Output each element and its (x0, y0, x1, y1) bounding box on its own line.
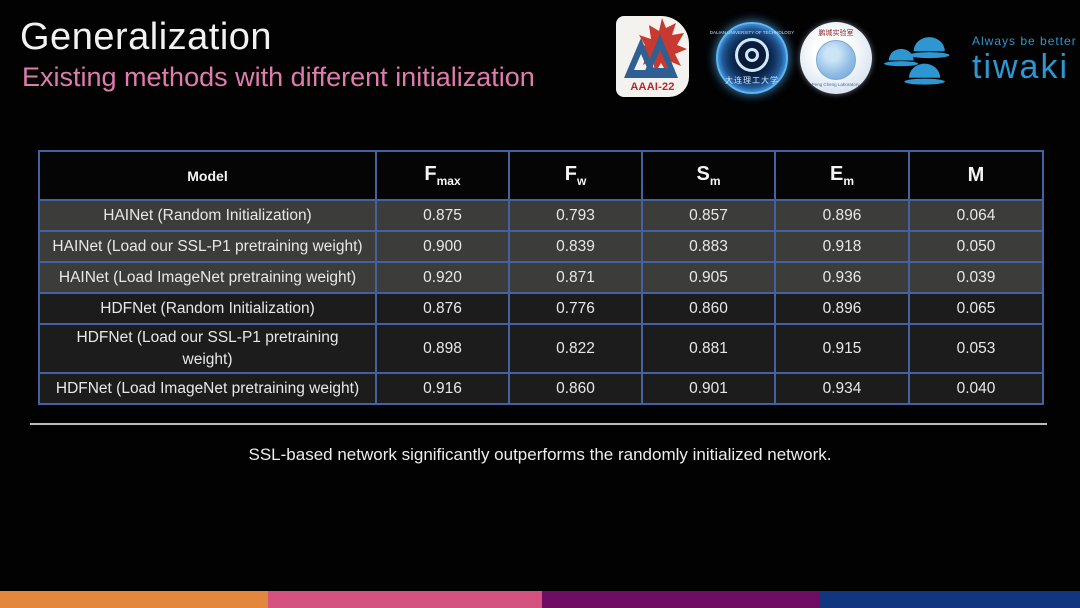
table-body: HAINet (Random Initialization) 0.875 0.793… (38, 199, 1044, 406)
table-row: HDFNet (Load our SSL-P1 pretraining weig… (38, 322, 1044, 375)
dut-english-label: DALIAN UNIVERSITY OF TECHNOLOGY (709, 30, 795, 36)
cloche-top-icon (908, 37, 950, 59)
model-cell: HAINet (Load ImageNet pretraining weight… (38, 261, 377, 294)
value-cell: 0.900 (375, 230, 510, 263)
table-row: HDFNet (Random Initialization) 0.876 0.776… (38, 292, 1044, 325)
value-cell: 0.822 (508, 322, 643, 375)
tiwaki-brand: tiwaki (972, 48, 1070, 86)
value-cell: 0.934 (774, 372, 910, 406)
column-header-fmax: Fmax (375, 150, 510, 201)
value-cell: 0.871 (508, 261, 643, 294)
value-cell: 0.881 (641, 322, 776, 375)
model-cell: HDFNet (Load ImageNet pretraining weight… (38, 372, 377, 406)
model-cell: HAINet (Random Initialization) (38, 199, 377, 232)
footer-bar-purple (542, 591, 819, 608)
model-cell: HDFNet (Load our SSL-P1 pretraining weig… (38, 322, 377, 375)
footer-bar-navy (818, 591, 1080, 608)
value-cell: 0.039 (908, 261, 1044, 294)
pengcheng-lab-logo: 鹏城实验室 Peng Cheng Laboratory (800, 22, 872, 94)
model-cell: HDFNet (Random Initialization) (38, 292, 377, 325)
pcl-chinese-label: 鹏城实验室 (818, 30, 854, 37)
value-cell: 0.915 (774, 322, 910, 375)
tiwaki-logo: Always be better tiwaki (884, 26, 1080, 92)
table-head-row: Model Fmax Fw Sm Em M (38, 150, 1044, 201)
value-cell: 0.857 (641, 199, 776, 232)
table-row: HAINet (Load our SSL-P1 pretraining weig… (38, 230, 1044, 263)
value-cell: 0.793 (508, 199, 643, 232)
value-cell: 0.860 (508, 372, 643, 406)
footer-bar-orange (0, 591, 268, 608)
aaai-a-right-icon (642, 34, 678, 78)
tiwaki-tagline: Always be better (972, 34, 1077, 48)
table-row: HAINet (Load ImageNet pretraining weight… (38, 261, 1044, 294)
page-subtitle: Existing methods with different initiali… (22, 62, 535, 92)
column-header-em: Em (774, 150, 910, 201)
value-cell: 0.064 (908, 199, 1044, 232)
pcl-globe-icon (816, 40, 856, 80)
value-cell: 0.918 (774, 230, 910, 263)
value-cell: 0.053 (908, 322, 1044, 375)
cloche-back-icon (884, 48, 919, 67)
page-title: Generalization (20, 16, 273, 58)
value-cell: 0.883 (641, 230, 776, 263)
value-cell: 0.896 (774, 199, 910, 232)
value-cell: 0.876 (375, 292, 510, 325)
value-cell: 0.776 (508, 292, 643, 325)
value-cell: 0.050 (908, 230, 1044, 263)
value-cell: 0.920 (375, 261, 510, 294)
value-cell: 0.936 (774, 261, 910, 294)
value-cell: 0.905 (641, 261, 776, 294)
pcl-english-label: Peng Cheng Laboratory (812, 82, 860, 88)
value-cell: 0.040 (908, 372, 1044, 406)
column-header-fw: Fw (508, 150, 643, 201)
value-cell: 0.839 (508, 230, 643, 263)
value-cell: 0.916 (375, 372, 510, 406)
value-cell: 0.875 (375, 199, 510, 232)
column-header-m: M (908, 150, 1044, 201)
value-cell: 0.896 (774, 292, 910, 325)
column-header-sm: Sm (641, 150, 776, 201)
dalian-university-logo: DALIAN UNIVERSITY OF TECHNOLOGY 大连理工大学 (710, 22, 794, 94)
value-cell: 0.901 (641, 372, 776, 406)
dut-ring-icon (735, 38, 769, 72)
conclusion-caption: SSL-based network significantly outperfo… (248, 445, 832, 464)
divider-line (30, 423, 1047, 425)
footer-bar-pink (267, 591, 543, 608)
model-cell: HAINet (Load our SSL-P1 pretraining weig… (38, 230, 377, 263)
table-row: HAINet (Random Initialization) 0.875 0.793… (38, 199, 1044, 232)
footer-bars (0, 591, 1080, 608)
aaai-22-logo: AAAI-22 (616, 16, 689, 97)
value-cell: 0.065 (908, 292, 1044, 325)
value-cell: 0.860 (641, 292, 776, 325)
value-cell: 0.898 (375, 322, 510, 375)
results-table: Model Fmax Fw Sm Em M HAINet (Random Initiali… (38, 150, 1044, 406)
cloche-bottom-icon (904, 63, 945, 85)
tiwaki-cloche-icons (884, 37, 950, 85)
dut-chinese-label: 大连理工大学 (725, 76, 779, 85)
table-row: HDFNet (Load ImageNet pretraining weight… (38, 372, 1044, 406)
column-header-model: Model (38, 150, 377, 201)
aaai-label: AAAI-22 (630, 81, 675, 93)
maple-leaf-and-aa-icon (624, 18, 687, 78)
